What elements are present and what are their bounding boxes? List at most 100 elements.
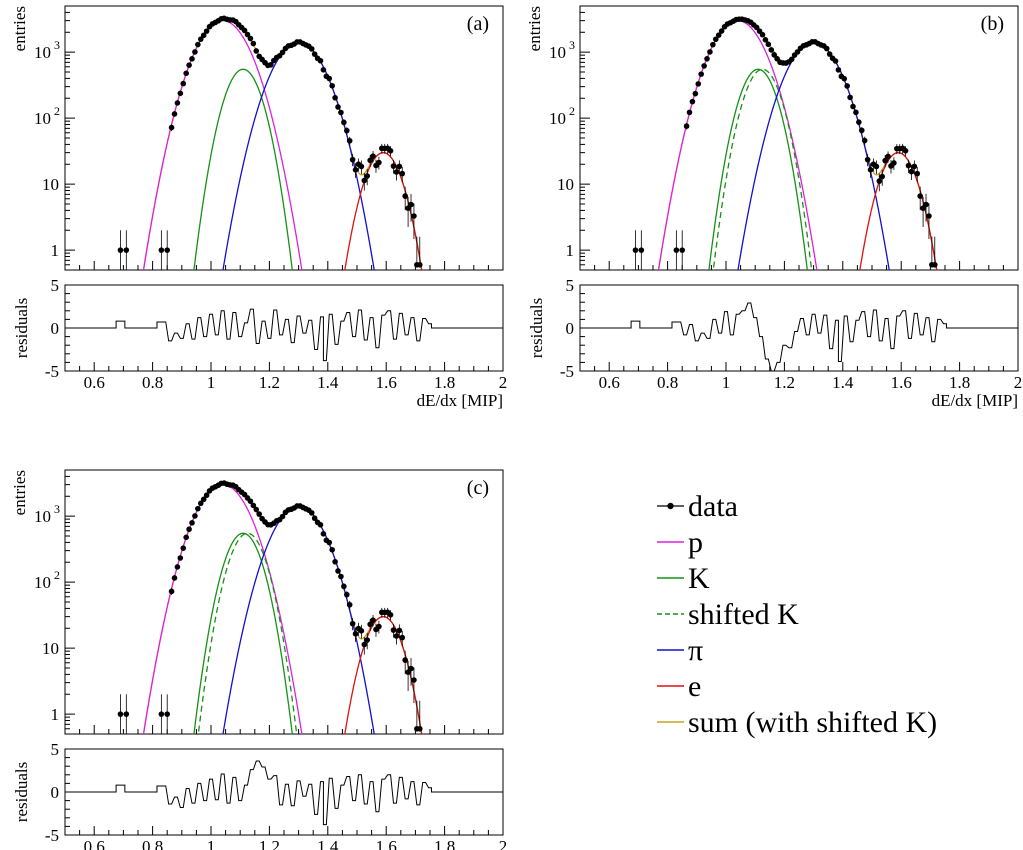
legend-entry: π: [657, 634, 703, 667]
data-point: [183, 70, 189, 77]
data-point: [241, 27, 248, 34]
data-point: [174, 100, 181, 106]
data-point: [931, 261, 938, 268]
data-point: [923, 201, 929, 208]
legend-label: π: [688, 634, 703, 667]
data-point: [174, 564, 181, 570]
y-tick-label: 1: [51, 241, 60, 260]
data-point: [402, 657, 408, 663]
x-tick-label: 0.6: [84, 837, 105, 850]
curve-shifted-k: [197, 532, 298, 734]
data-point: [117, 711, 124, 717]
data-point: [343, 591, 350, 598]
residual-tick-label: 5: [51, 276, 60, 295]
data-point: [268, 62, 274, 68]
data-point: [867, 167, 874, 173]
x-tick-label: 1.2: [259, 373, 280, 392]
data-point: [164, 247, 170, 253]
data-point: [192, 49, 198, 55]
data-point: [826, 51, 833, 57]
data-point: [390, 163, 397, 169]
data-point: [762, 37, 769, 43]
data-point: [411, 213, 417, 219]
main-plot-frame: [64, 469, 504, 735]
residual-tick-label: -5: [45, 826, 59, 845]
legend-label: shifted K: [688, 598, 799, 631]
data-point: [683, 123, 690, 129]
data-point: [914, 170, 921, 177]
data-point: [689, 98, 696, 105]
curve-k: [193, 68, 293, 270]
residual-axis-label: residuals: [12, 762, 31, 822]
data-point: [117, 247, 124, 253]
x-axis-label: dE/dx [MIP]: [932, 391, 1018, 410]
data-point: [873, 163, 880, 170]
curve-pi: [737, 41, 890, 270]
y-tick-label: 10: [549, 109, 566, 128]
data-points: [117, 480, 423, 734]
y-tick-label: 10: [42, 639, 59, 658]
legend-entry: K: [657, 562, 710, 595]
residual-tick-label: 0: [51, 783, 60, 802]
data-point: [864, 156, 871, 163]
curve-p: [142, 483, 303, 734]
y-tick-label: 10: [549, 43, 566, 62]
residual-tick-label: 0: [566, 319, 575, 338]
y-tick-exponent: 2: [54, 568, 60, 582]
y-axis-label: entries: [10, 470, 29, 515]
y-tick-exponent: 3: [54, 502, 60, 516]
data-point: [701, 63, 707, 69]
data-point: [695, 81, 702, 87]
data-point: [370, 153, 376, 159]
x-tick-label: 0.6: [599, 373, 620, 392]
residual-axis-label: residuals: [12, 298, 31, 358]
data-point: [364, 637, 371, 643]
panel-label: (c): [467, 477, 489, 499]
data-point: [361, 177, 368, 184]
data-point: [370, 617, 376, 623]
x-tick-label: 1.4: [832, 373, 854, 392]
legend-label: data: [688, 490, 738, 523]
data-point: [911, 163, 918, 170]
data-point: [771, 52, 777, 58]
y-tick-label: 10: [34, 573, 51, 592]
data-point: [244, 31, 251, 38]
data-point: [850, 103, 856, 110]
residual-tick-label: 5: [566, 276, 575, 295]
data-point: [320, 531, 327, 537]
y-tick-exponent: 2: [54, 104, 60, 118]
legend-entry: p: [657, 526, 703, 559]
data-point: [926, 213, 932, 219]
data-point: [320, 67, 327, 73]
data-points: [632, 16, 938, 270]
x-tick-label: 0.8: [142, 373, 163, 392]
data-point: [200, 496, 207, 503]
x-tick-label: 1.2: [259, 837, 280, 850]
data-point: [876, 178, 883, 184]
y-axis-label: entries: [10, 6, 29, 51]
x-tick-label: 1: [207, 837, 216, 850]
data-point: [195, 41, 201, 48]
data-point: [329, 546, 335, 553]
x-tick-label: 1.4: [317, 837, 339, 850]
data-point: [393, 633, 400, 639]
data-point: [858, 127, 865, 134]
data-point: [171, 111, 178, 117]
legend-entry: e: [657, 670, 701, 703]
data-point: [891, 160, 897, 166]
legend-label: K: [688, 562, 710, 595]
data-point: [123, 711, 130, 717]
data-point: [358, 163, 365, 170]
y-tick-label: 1: [51, 705, 60, 724]
curve-shifted-k: [712, 68, 813, 270]
legend-entry: shifted K: [657, 598, 799, 631]
data-point: [352, 631, 359, 637]
data-point: [902, 147, 909, 154]
data-point: [367, 157, 373, 164]
curve-k: [708, 68, 808, 270]
x-tick-label: 1.8: [434, 373, 455, 392]
data-point: [329, 82, 335, 89]
data-point: [393, 169, 400, 175]
